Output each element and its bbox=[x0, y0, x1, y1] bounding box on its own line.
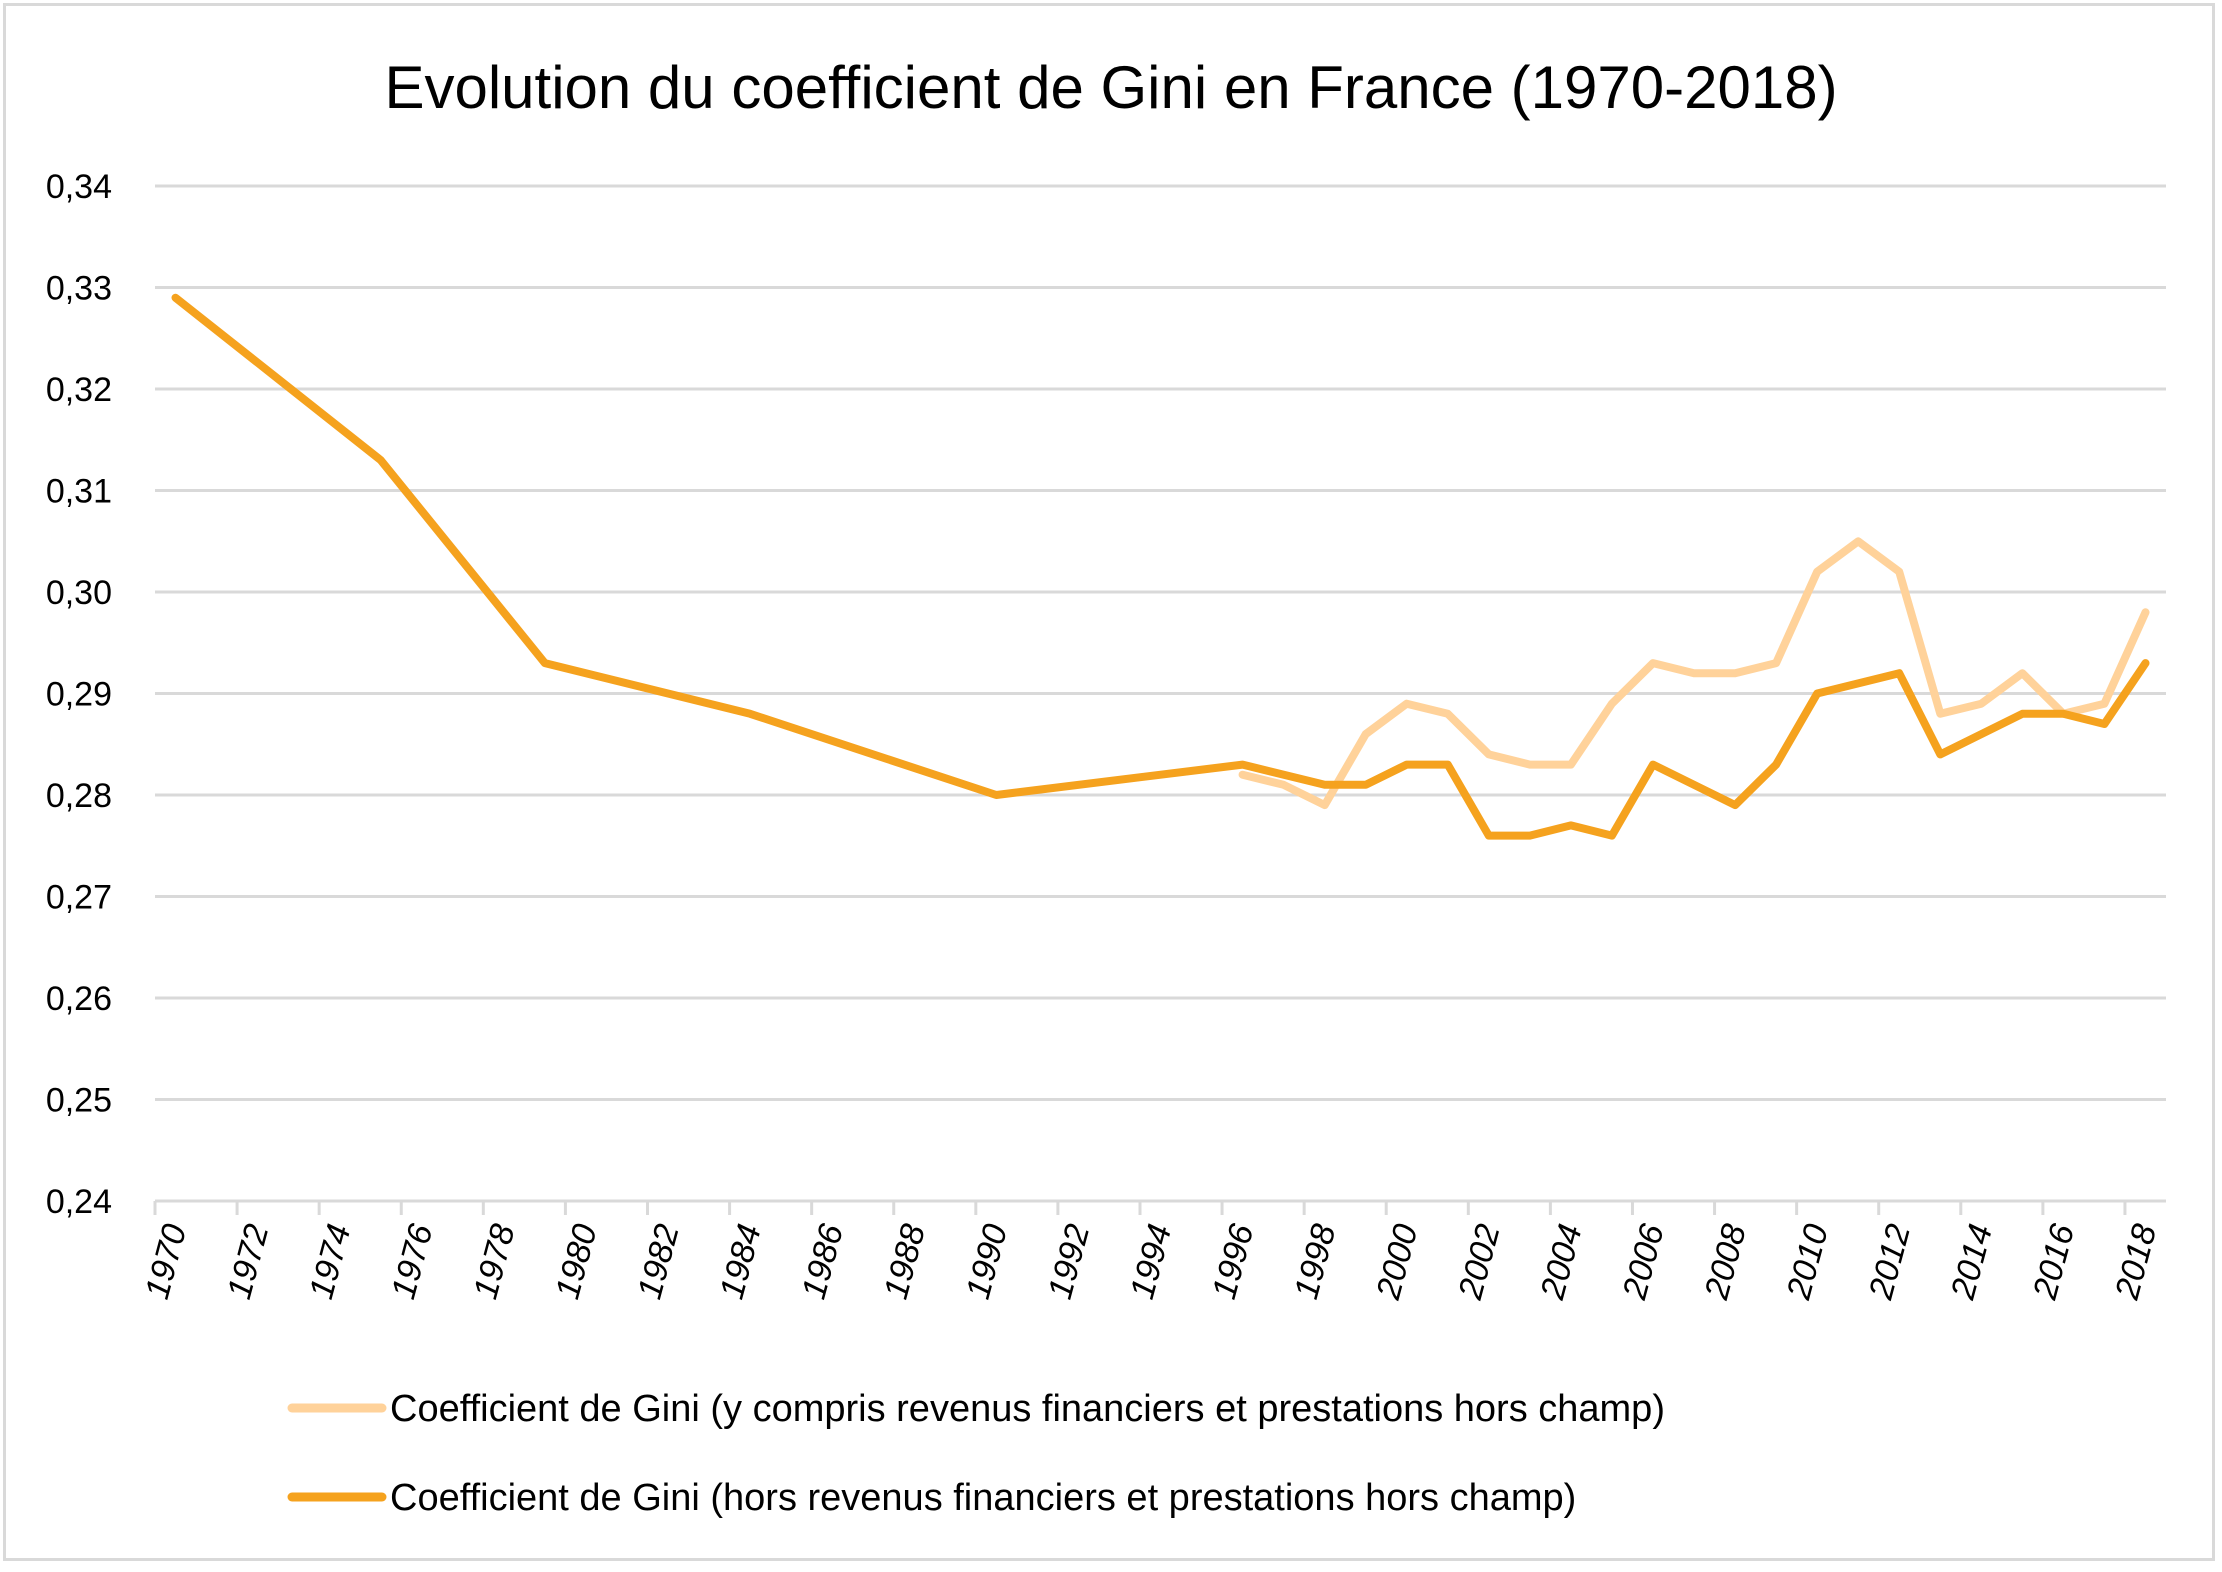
x-tick-label: 1988 bbox=[877, 1220, 933, 1303]
y-axis: 0,24 0,25 0,26 0,27 0,28 0,29 0,30 0,31 0,32 0,33… bbox=[46, 168, 112, 1221]
y-tick-label: 0,32 bbox=[46, 371, 112, 409]
x-tick-label: 2006 bbox=[1615, 1220, 1672, 1304]
x-tick-label: 1990 bbox=[959, 1220, 1015, 1303]
x-tick-label: 2002 bbox=[1451, 1220, 1508, 1304]
y-tick-label: 0,28 bbox=[46, 777, 112, 815]
x-tick-label: 2018 bbox=[2108, 1220, 2165, 1304]
legend-label-0: Coefficient de Gini (y compris revenus f… bbox=[390, 1388, 1665, 1430]
x-tick-label: 1974 bbox=[302, 1220, 358, 1303]
x-tick-label: 1994 bbox=[1123, 1220, 1179, 1303]
x-tick-label: 1986 bbox=[795, 1220, 851, 1303]
y-tick-label: 0,26 bbox=[46, 980, 112, 1018]
y-tick-label: 0,31 bbox=[46, 473, 112, 511]
x-tick-label: 2004 bbox=[1533, 1220, 1590, 1304]
x-tick-label: 1976 bbox=[384, 1220, 440, 1303]
y-tick-label: 0,29 bbox=[46, 676, 112, 714]
x-tick-label: 1978 bbox=[466, 1220, 522, 1303]
y-tick-label: 0,33 bbox=[46, 270, 112, 308]
y-tick-label: 0,27 bbox=[46, 879, 112, 917]
x-tick-label: 1972 bbox=[220, 1220, 276, 1303]
x-tick-label: 1996 bbox=[1205, 1220, 1261, 1303]
x-tick-label: 1992 bbox=[1041, 1220, 1097, 1303]
y-tick-label: 0,30 bbox=[46, 574, 112, 612]
legend: Coefficient de Gini (y compris revenus f… bbox=[287, 1388, 1665, 1519]
x-tick-label: 2016 bbox=[2026, 1220, 2083, 1304]
x-tick-label: 2012 bbox=[1861, 1220, 1918, 1304]
series-lines bbox=[171, 293, 2150, 840]
y-tick-label: 0,34 bbox=[46, 168, 112, 206]
y-tick-label: 0,25 bbox=[46, 1082, 112, 1120]
gridlines bbox=[155, 184, 2166, 1203]
x-tick-label: 1970 bbox=[138, 1220, 194, 1303]
x-tick-label: 2014 bbox=[1944, 1220, 2001, 1304]
series-line-0 bbox=[1238, 537, 2150, 810]
y-tick-label: 0,24 bbox=[46, 1183, 112, 1221]
chart-title: Evolution du coefficient de Gini en Fran… bbox=[384, 54, 1837, 121]
legend-label-1: Coefficient de Gini (hors revenus financ… bbox=[390, 1477, 1576, 1519]
x-tick-label: 2010 bbox=[1779, 1220, 1836, 1304]
x-tick-label: 2000 bbox=[1369, 1220, 1426, 1304]
x-tick-label: 1982 bbox=[631, 1220, 687, 1303]
x-tick-label: 1998 bbox=[1287, 1220, 1343, 1303]
x-tick-label: 2008 bbox=[1697, 1220, 1754, 1304]
series-line-1 bbox=[171, 293, 2150, 840]
x-tick-label: 1984 bbox=[713, 1220, 769, 1303]
x-axis: 1970 1972 1974 1976 1978 1980 1982 1984 1986 1988… bbox=[138, 1201, 2164, 1304]
x-tick-label: 1980 bbox=[548, 1220, 604, 1303]
